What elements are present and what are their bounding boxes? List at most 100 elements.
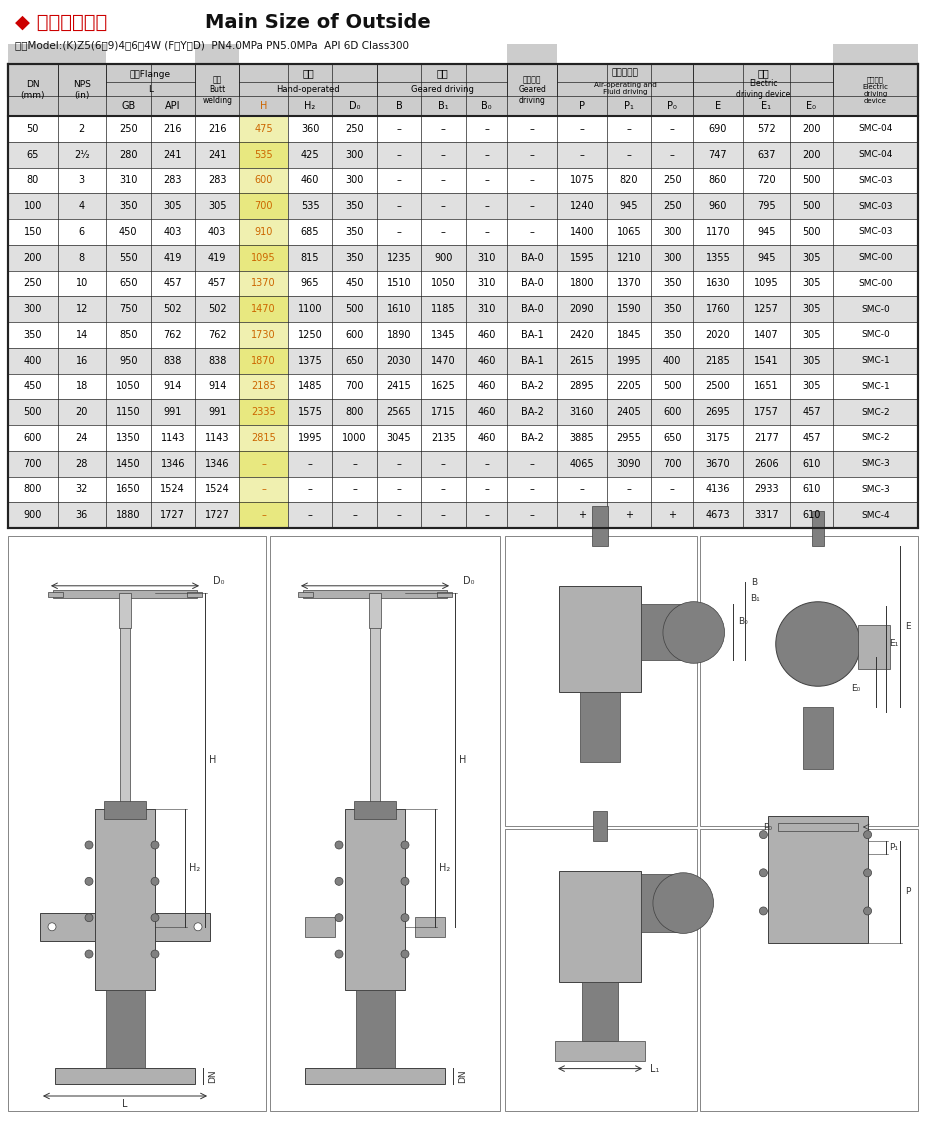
Text: –: – [396, 226, 401, 236]
Text: 200: 200 [802, 150, 820, 160]
Text: 3: 3 [79, 176, 85, 186]
Bar [803, 707, 833, 769]
Bar [700, 536, 918, 826]
Text: 1575: 1575 [297, 408, 322, 417]
Text: Geared driving: Geared driving [410, 86, 473, 95]
Text: 1250: 1250 [297, 330, 322, 340]
Text: 1095: 1095 [754, 278, 779, 288]
Bar [415, 917, 445, 937]
Text: L₁: L₁ [650, 1064, 659, 1073]
Text: 36: 36 [76, 510, 88, 520]
Text: 1630: 1630 [706, 278, 731, 288]
Text: NPS
(in): NPS (in) [73, 80, 91, 100]
Text: 305: 305 [802, 330, 820, 340]
Bar [8, 244, 918, 270]
Text: 419: 419 [208, 252, 226, 262]
Text: DN: DN [458, 1070, 468, 1083]
Text: 200: 200 [802, 124, 820, 134]
Bar [95, 808, 155, 991]
Text: BA-0: BA-0 [521, 278, 544, 288]
Text: 1510: 1510 [387, 278, 411, 288]
Text: 950: 950 [119, 356, 138, 366]
Text: 250: 250 [345, 124, 364, 134]
Text: 电动: 电动 [757, 68, 769, 78]
Text: 2¹⁄₂: 2¹⁄₂ [74, 150, 90, 160]
Text: 1845: 1845 [617, 330, 642, 340]
Text: SMC-1: SMC-1 [861, 382, 890, 391]
Text: –: – [627, 124, 632, 134]
Text: DN
(mm): DN (mm) [20, 80, 45, 100]
Text: 500: 500 [663, 382, 682, 392]
Text: 350: 350 [23, 330, 42, 340]
Text: –: – [669, 124, 675, 134]
Text: –: – [484, 484, 489, 494]
Text: 1757: 1757 [754, 408, 779, 417]
Text: SMC-03: SMC-03 [858, 227, 893, 236]
Text: H₂: H₂ [439, 863, 451, 873]
Bar [857, 625, 890, 669]
Bar [505, 536, 697, 826]
Text: –: – [352, 484, 357, 494]
Text: BA-0: BA-0 [521, 252, 544, 262]
Text: 600: 600 [345, 330, 364, 340]
Text: 2500: 2500 [706, 382, 731, 392]
Text: 1727: 1727 [205, 510, 230, 520]
Bar [370, 592, 380, 808]
Bar [592, 506, 608, 546]
Text: –: – [530, 202, 534, 212]
Text: 610: 610 [802, 458, 820, 468]
Text: 1450: 1450 [116, 458, 141, 468]
Circle shape [151, 877, 159, 885]
Circle shape [151, 841, 159, 849]
Bar [305, 917, 335, 937]
Text: 460: 460 [477, 382, 495, 392]
Text: 2933: 2933 [754, 484, 779, 494]
Text: 650: 650 [663, 432, 682, 443]
Text: 齿动装置
Geared
driving: 齿动装置 Geared driving [519, 75, 546, 105]
Bar [8, 536, 266, 1111]
Circle shape [653, 873, 714, 933]
Text: 815: 815 [301, 252, 319, 262]
Text: 1235: 1235 [386, 252, 411, 262]
Bar [240, 168, 288, 194]
Text: –: – [441, 226, 445, 236]
Bar [104, 801, 146, 819]
Text: 电动装置
Electric
driving
device: 电动装置 Electric driving device [862, 77, 889, 104]
Circle shape [85, 950, 93, 958]
Text: E₀: E₀ [852, 683, 861, 692]
Text: 14: 14 [76, 330, 88, 340]
Text: 18: 18 [76, 382, 88, 392]
Text: 1240: 1240 [569, 202, 594, 212]
Bar [8, 116, 918, 142]
Circle shape [151, 913, 159, 922]
Text: –: – [484, 226, 489, 236]
Text: 945: 945 [619, 202, 638, 212]
Text: SMC-03: SMC-03 [858, 176, 893, 185]
Text: 419: 419 [164, 252, 181, 262]
Text: 3160: 3160 [569, 408, 594, 417]
Bar [8, 194, 918, 218]
Text: D₀: D₀ [463, 575, 475, 586]
Text: 1800: 1800 [569, 278, 594, 288]
Text: 1485: 1485 [298, 382, 322, 392]
Text: L: L [148, 86, 153, 95]
Text: 305: 305 [802, 356, 820, 366]
Bar [195, 44, 240, 96]
Text: 1541: 1541 [754, 356, 779, 366]
Text: D₀: D₀ [213, 575, 225, 586]
Text: 502: 502 [207, 304, 227, 314]
Text: 6: 6 [79, 226, 85, 236]
Text: –: – [530, 176, 534, 186]
Circle shape [151, 950, 159, 958]
Bar [700, 829, 918, 1111]
Bar [240, 244, 288, 270]
Text: API: API [165, 101, 181, 111]
Bar [778, 823, 858, 831]
Text: 2420: 2420 [569, 330, 594, 340]
Text: 860: 860 [708, 176, 727, 186]
Text: 250: 250 [119, 124, 138, 134]
Text: 965: 965 [301, 278, 319, 288]
Text: 700: 700 [663, 458, 682, 468]
Text: 300: 300 [345, 150, 364, 160]
Bar [812, 511, 824, 546]
